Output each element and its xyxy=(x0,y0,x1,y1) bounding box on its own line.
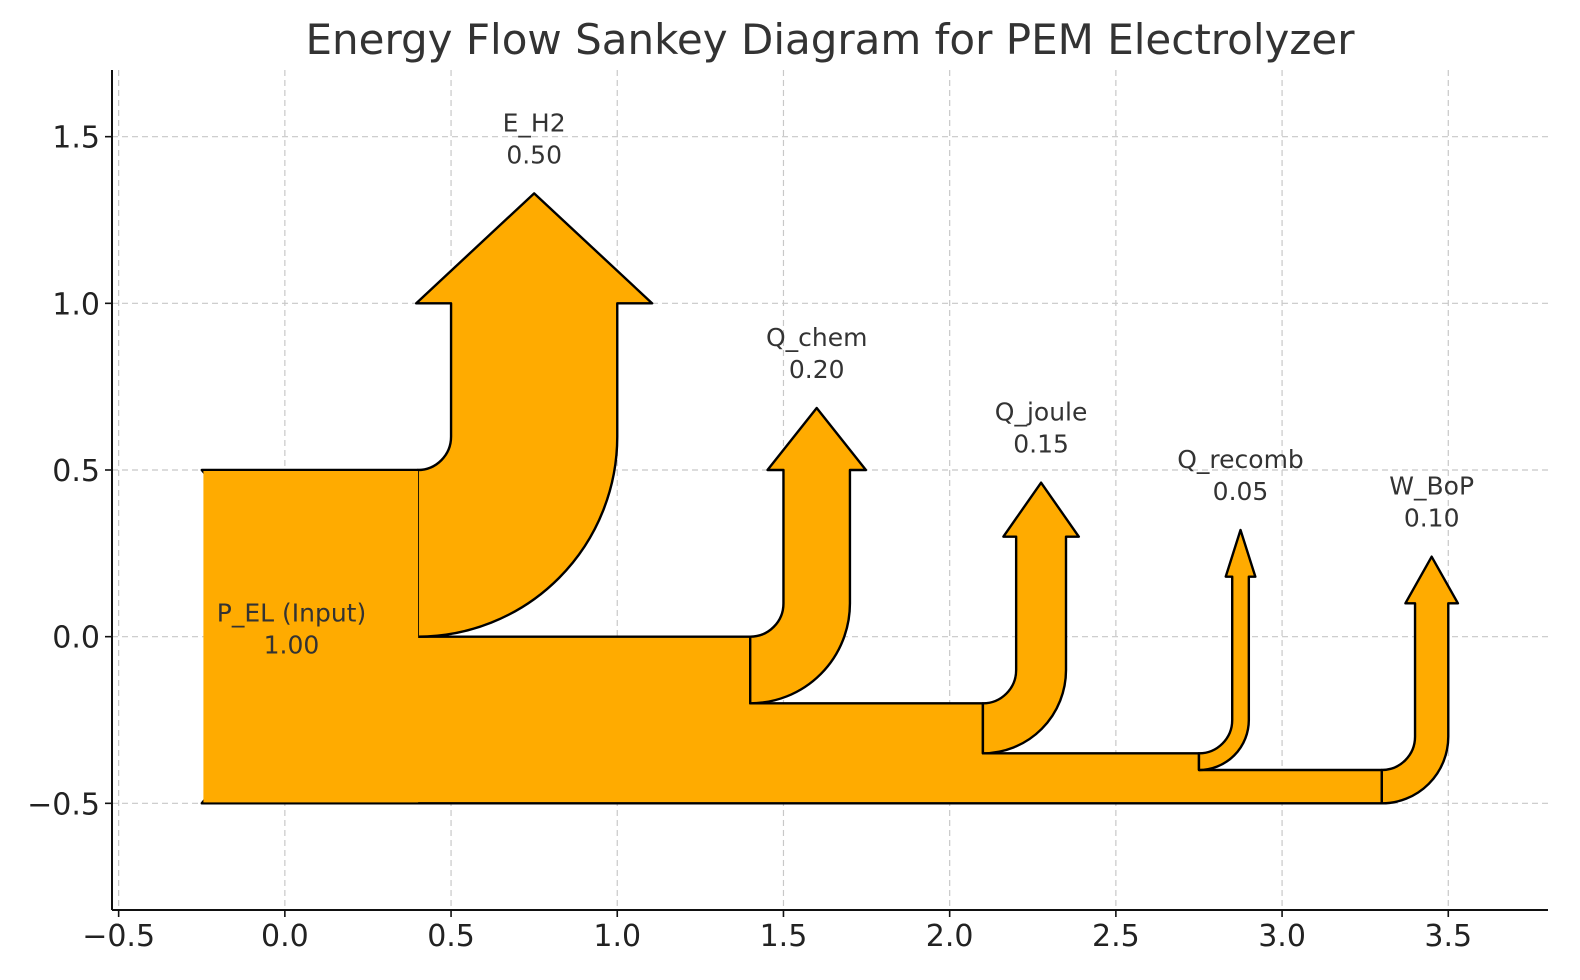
x-tick-label-5: 2.0 xyxy=(926,919,974,954)
y-ticks: 1.5 1.0 0.5 0.0 −0.5 xyxy=(27,121,112,822)
input-name-label: P_EL (Input) xyxy=(217,599,367,628)
axes xyxy=(111,70,1548,911)
flows xyxy=(200,192,1460,805)
x-tick-label-1: 0.0 xyxy=(261,919,309,954)
input-value-label: 1.00 xyxy=(264,631,320,660)
x-tick-label-6: 2.5 xyxy=(1092,919,1140,954)
y-tick-label-0: 1.5 xyxy=(52,121,100,156)
flow-band-q-recomb xyxy=(1197,528,1257,772)
x-tick-label-8: 3.5 xyxy=(1424,919,1472,954)
chart-title: Energy Flow Sankey Diagram for PEM Elect… xyxy=(305,15,1355,64)
x-ticks: −0.5 0.0 0.5 1.0 1.5 2.0 2.5 3.0 3.5 xyxy=(82,910,1472,954)
output-q-joule-value-label: 0.15 xyxy=(1013,430,1069,459)
x-tick-label-3: 1.0 xyxy=(593,919,641,954)
output-q-chem-value-label: 0.20 xyxy=(789,355,845,384)
trunk-seam-cover xyxy=(203,471,419,803)
x-tick-label-4: 1.5 xyxy=(760,919,808,954)
output-q-recomb-name-label: Q_recomb xyxy=(1177,445,1304,474)
y-tick-label-4: −0.5 xyxy=(27,787,100,822)
flow-band-e-h2 xyxy=(414,192,654,638)
output-e-h2-name-label: E_H2 xyxy=(503,108,566,137)
flow-band-q-joule xyxy=(981,481,1081,755)
flow-band-w-bop xyxy=(1380,555,1460,805)
x-tick-label-0: −0.5 xyxy=(82,919,155,954)
flow-labels: P_EL (Input) 1.00 E_H2 0.50 Q_chem 0.20 Q_joul… xyxy=(217,108,1474,659)
flow-input-trunk xyxy=(200,468,1383,805)
output-e-h2-value-label: 0.50 xyxy=(506,140,562,169)
output-w-bop-name-label: W_BoP xyxy=(1389,472,1474,501)
y-tick-label-2: 0.5 xyxy=(52,454,100,489)
x-tick-label-7: 3.0 xyxy=(1258,919,1306,954)
x-tick-label-2: 0.5 xyxy=(427,919,475,954)
flow-band-q-chem xyxy=(749,406,868,705)
output-q-joule-name-label: Q_joule xyxy=(995,398,1088,427)
y-tick-label-3: 0.0 xyxy=(52,621,100,656)
output-q-chem-name-label: Q_chem xyxy=(766,323,868,352)
output-q-recomb-value-label: 0.05 xyxy=(1213,477,1269,506)
y-tick-label-1: 1.0 xyxy=(52,287,100,322)
output-w-bop-value-label: 0.10 xyxy=(1404,504,1460,533)
